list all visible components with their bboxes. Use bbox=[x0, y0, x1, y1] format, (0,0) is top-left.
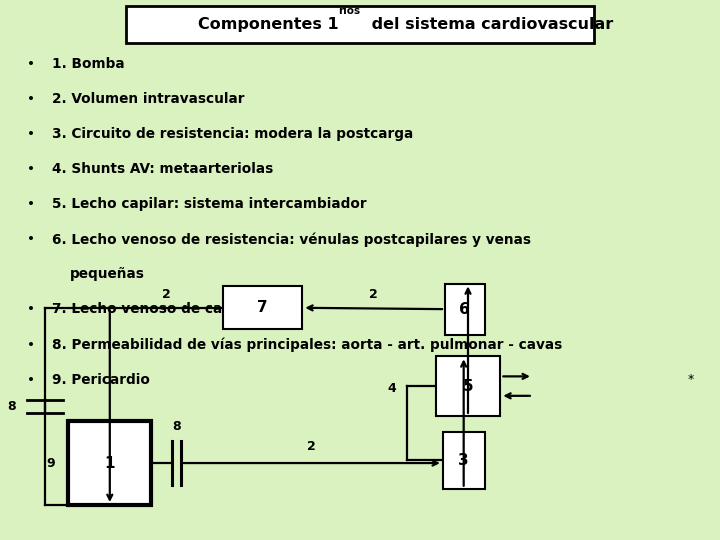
Text: •: • bbox=[27, 197, 35, 211]
Text: pequeñas: pequeñas bbox=[70, 267, 145, 281]
Bar bbox=[436, 356, 500, 416]
Text: del sistema cardiovascular: del sistema cardiovascular bbox=[366, 17, 613, 32]
Text: 2: 2 bbox=[369, 288, 378, 301]
Bar bbox=[68, 421, 151, 505]
Text: 3. Circuito de resistencia: modera la postcarga: 3. Circuito de resistencia: modera la po… bbox=[52, 127, 413, 141]
Text: •: • bbox=[27, 302, 35, 316]
Text: 2. Volumen intravascular: 2. Volumen intravascular bbox=[52, 92, 244, 106]
Text: •: • bbox=[27, 232, 35, 246]
Text: •: • bbox=[27, 57, 35, 71]
Text: 6. Lecho venoso de resistencia: vénulas postcapilares y venas: 6. Lecho venoso de resistencia: vénulas … bbox=[52, 232, 531, 247]
Text: 6: 6 bbox=[459, 302, 470, 316]
Text: 8: 8 bbox=[172, 420, 181, 433]
Text: 4: 4 bbox=[387, 382, 396, 395]
Text: 9: 9 bbox=[47, 456, 55, 470]
Text: 5. Lecho capilar: sistema intercambiador: 5. Lecho capilar: sistema intercambiador bbox=[52, 197, 366, 211]
Text: •: • bbox=[27, 373, 35, 387]
Text: 9. Pericardio: 9. Pericardio bbox=[52, 373, 150, 387]
Text: 8: 8 bbox=[8, 400, 16, 413]
Text: 3: 3 bbox=[459, 453, 469, 468]
Text: 2: 2 bbox=[307, 440, 316, 454]
Text: •: • bbox=[27, 338, 35, 352]
Text: 5: 5 bbox=[463, 379, 473, 394]
Bar bbox=[443, 432, 485, 489]
Text: 2: 2 bbox=[162, 288, 171, 301]
Text: 7: 7 bbox=[258, 300, 268, 315]
Text: •: • bbox=[27, 162, 35, 176]
Text: *: * bbox=[688, 373, 694, 386]
Bar bbox=[223, 286, 302, 329]
Text: 7. Lecho venoso de capacitancia: 7. Lecho venoso de capacitancia bbox=[52, 302, 302, 316]
Text: 8. Permeabilidad de vías principales: aorta - art. pulmonar - cavas: 8. Permeabilidad de vías principales: ao… bbox=[52, 338, 562, 352]
Bar bbox=[445, 284, 485, 335]
Bar bbox=[126, 6, 594, 43]
Text: rios: rios bbox=[338, 6, 361, 16]
Text: •: • bbox=[27, 127, 35, 141]
Text: •: • bbox=[27, 92, 35, 106]
Text: 1: 1 bbox=[104, 456, 115, 470]
Text: Componentes 1: Componentes 1 bbox=[198, 17, 338, 32]
Text: 1. Bomba: 1. Bomba bbox=[52, 57, 125, 71]
Text: 4. Shunts AV: metaarteriolas: 4. Shunts AV: metaarteriolas bbox=[52, 162, 273, 176]
